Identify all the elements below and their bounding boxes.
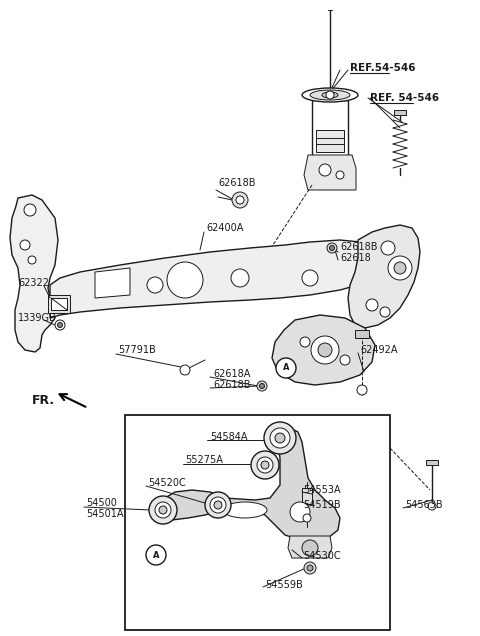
Circle shape: [275, 433, 285, 443]
Text: A: A: [283, 364, 289, 373]
Circle shape: [388, 256, 412, 280]
Circle shape: [311, 336, 339, 364]
Text: A: A: [153, 551, 159, 560]
Circle shape: [205, 492, 231, 518]
Circle shape: [357, 385, 367, 395]
Text: 62618A: 62618A: [213, 369, 251, 379]
Circle shape: [260, 384, 264, 389]
Text: 54559B: 54559B: [265, 580, 303, 590]
Circle shape: [340, 355, 350, 365]
Circle shape: [55, 320, 65, 330]
Circle shape: [270, 428, 290, 448]
Circle shape: [366, 299, 378, 311]
Circle shape: [302, 270, 318, 286]
Circle shape: [300, 337, 310, 347]
Circle shape: [159, 506, 167, 514]
Text: REF. 54-546: REF. 54-546: [370, 93, 439, 103]
Circle shape: [214, 501, 222, 509]
Circle shape: [257, 457, 273, 473]
Text: 62618B: 62618B: [340, 242, 377, 252]
Ellipse shape: [223, 502, 267, 518]
Bar: [316, 130, 344, 152]
Bar: [394, 110, 406, 115]
Circle shape: [428, 502, 436, 510]
Circle shape: [318, 343, 332, 357]
Polygon shape: [50, 240, 380, 318]
Circle shape: [336, 171, 344, 179]
Text: 54501A: 54501A: [86, 509, 123, 519]
Text: 54520C: 54520C: [148, 478, 186, 488]
Text: FR.: FR.: [32, 394, 55, 406]
Text: 62400A: 62400A: [206, 223, 243, 233]
Circle shape: [58, 322, 62, 328]
Bar: [355, 330, 369, 338]
Circle shape: [329, 245, 335, 251]
Text: 62322: 62322: [18, 278, 49, 288]
Text: 57791B: 57791B: [118, 345, 156, 355]
Ellipse shape: [302, 88, 358, 102]
Text: 62618: 62618: [340, 253, 371, 263]
Circle shape: [232, 192, 248, 208]
Text: 54519B: 54519B: [303, 500, 341, 510]
Text: 1339GB: 1339GB: [18, 313, 57, 323]
Circle shape: [264, 422, 296, 454]
Circle shape: [290, 502, 310, 522]
Text: 62618B: 62618B: [213, 380, 251, 390]
Circle shape: [155, 502, 171, 518]
Circle shape: [210, 497, 226, 513]
Circle shape: [304, 562, 316, 574]
Circle shape: [261, 461, 269, 469]
Bar: [125, 415, 390, 630]
Polygon shape: [155, 428, 340, 542]
Polygon shape: [10, 195, 58, 352]
Text: 54584A: 54584A: [210, 432, 248, 442]
Circle shape: [319, 164, 331, 176]
Bar: [426, 460, 438, 465]
Text: 54500: 54500: [86, 498, 117, 508]
Text: 55275A: 55275A: [185, 455, 223, 465]
Circle shape: [327, 243, 337, 253]
Circle shape: [167, 262, 203, 298]
Circle shape: [231, 269, 249, 287]
Circle shape: [149, 496, 177, 524]
Polygon shape: [288, 536, 332, 558]
Polygon shape: [304, 155, 356, 190]
Ellipse shape: [310, 90, 350, 100]
Circle shape: [20, 240, 30, 250]
Bar: [48, 295, 70, 313]
Circle shape: [180, 365, 190, 375]
Polygon shape: [348, 225, 420, 328]
Ellipse shape: [322, 92, 338, 98]
Circle shape: [381, 241, 395, 255]
Text: REF.54-546: REF.54-546: [350, 63, 416, 73]
Polygon shape: [95, 268, 130, 298]
Circle shape: [326, 91, 334, 99]
Text: 54553A: 54553A: [303, 485, 341, 495]
Circle shape: [147, 277, 163, 293]
Circle shape: [257, 381, 267, 391]
Circle shape: [302, 540, 318, 556]
Polygon shape: [272, 315, 375, 385]
Circle shape: [303, 514, 311, 522]
Bar: [51, 298, 67, 310]
Circle shape: [380, 307, 390, 317]
Circle shape: [146, 545, 166, 565]
Circle shape: [276, 358, 296, 378]
Circle shape: [394, 262, 406, 274]
Circle shape: [307, 565, 313, 571]
Circle shape: [236, 196, 244, 204]
Circle shape: [24, 204, 36, 216]
Bar: [302, 488, 312, 504]
Text: 54530C: 54530C: [303, 551, 341, 561]
Text: 54563B: 54563B: [405, 500, 443, 510]
Text: 62618B: 62618B: [218, 178, 255, 188]
Circle shape: [251, 451, 279, 479]
Text: 62492A: 62492A: [360, 345, 397, 355]
Circle shape: [28, 256, 36, 264]
